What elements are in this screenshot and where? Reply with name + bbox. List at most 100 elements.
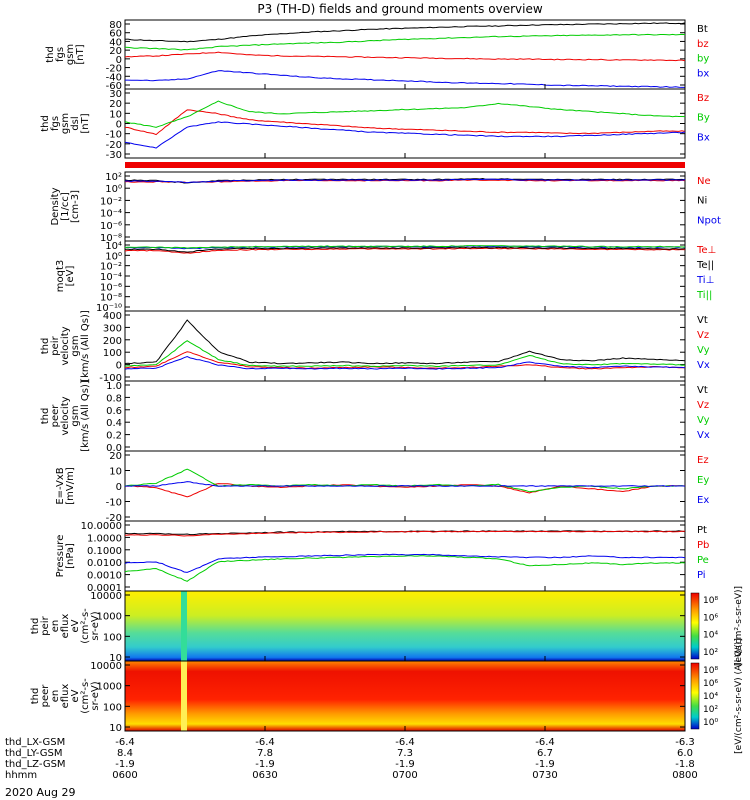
- x-row-value: 6.7: [537, 748, 553, 759]
- y-tick-label: 0.0: [106, 443, 122, 454]
- legend-Te||: Te||: [696, 260, 714, 271]
- y-axis-label: velocity: [60, 326, 71, 365]
- legend-Te⊥: Te⊥: [696, 245, 716, 256]
- legend-Ti||: Ti||: [696, 290, 712, 301]
- y-axis-label: dsl: [70, 116, 81, 130]
- panel-7: 20 10 0 -10 -20 E=-VxB [mV/m] Ez Ey Ex: [55, 450, 709, 524]
- y-tick-label: 10⁻²: [100, 196, 122, 207]
- y-axis-label: en: [50, 690, 61, 703]
- y-axis-label: fgs: [55, 47, 66, 62]
- series-Bx: [124, 121, 686, 149]
- series-Pb: [124, 530, 685, 537]
- x-row-value: 8.4: [117, 748, 133, 759]
- colorbar: [690, 592, 700, 660]
- y-axis-label: eV: [70, 619, 81, 632]
- series-Ti||: [124, 245, 685, 249]
- y-axis-label: (cm²-s-: [80, 608, 91, 644]
- legend-Ni: Ni: [697, 196, 707, 207]
- y-tick-label: 200: [103, 336, 122, 347]
- panel-9: 10⁸ 10⁶ 10⁴ 10² [eV/(cm²-s-sr-eV)] 10000 1000 1…: [30, 586, 744, 666]
- y-tick-label: 0.2: [106, 431, 122, 442]
- x-row-value: 0800: [672, 770, 697, 781]
- colorbar-tick: 10²: [703, 705, 718, 715]
- y-axis-label: [cm-3]: [70, 190, 81, 223]
- legend-Ne: Ne: [697, 176, 711, 187]
- y-tick-label: -60: [106, 81, 122, 92]
- y-axis-label: E=-VxB: [55, 467, 66, 504]
- y-tick-label: 10000: [90, 591, 122, 602]
- y-axis-label: moqt3: [55, 260, 66, 293]
- y-axis-label: [1/cc]: [60, 192, 71, 221]
- y-tick-label: -20: [106, 140, 122, 151]
- legend-Bx: Bx: [697, 132, 710, 143]
- y-axis-label: thd: [40, 408, 51, 425]
- y-tick-label: -40: [106, 72, 122, 83]
- y-tick-label: 10⁻⁴: [100, 209, 122, 220]
- quality-flag-bar: [125, 162, 685, 168]
- y-tick-label: 0.0100: [87, 558, 122, 569]
- y-axis-label: (cm²-s-: [80, 678, 91, 714]
- spectrogram-10: [125, 661, 685, 731]
- y-axis-label: [nT]: [75, 44, 86, 64]
- x-row-value: -1.9: [255, 759, 275, 770]
- series-Te⊥: [124, 247, 686, 254]
- x-row-label: hhmm: [5, 770, 37, 781]
- legend-bz: bz: [697, 39, 709, 50]
- spectrogram-feature: [181, 661, 187, 731]
- series-bz: [124, 51, 686, 62]
- legend-Bz: Bz: [697, 93, 709, 104]
- y-axis-label: peir: [50, 335, 61, 355]
- legend-Pe: Pe: [697, 555, 709, 566]
- y-tick-label: 1.0000: [87, 533, 122, 544]
- y-tick-label: 0: [116, 482, 122, 493]
- legend-Bt: Bt: [697, 24, 708, 35]
- y-tick-label: 10²: [105, 172, 122, 183]
- y-tick-label: 40: [109, 37, 122, 48]
- colorbar-tick: 10⁴: [703, 631, 718, 641]
- y-tick-label: -20: [106, 513, 122, 524]
- y-tick-label: 80: [109, 20, 122, 31]
- series-Ez: [124, 483, 686, 498]
- x-row-value: -1.9: [535, 759, 555, 770]
- colorbar-label: [eV/(cm²-s-sr-eV)]: [734, 586, 744, 666]
- colorbar-tick: 10⁰: [703, 718, 718, 728]
- colorbar-tick: 10⁸: [703, 596, 718, 606]
- legend-By: By: [697, 113, 710, 124]
- panel-frame: [124, 19, 686, 90]
- panel-10: 10⁸ 10⁶ 10⁴ 10² 10⁰ [eV/(cm²-s-sr-eV) (All Qs…: [30, 638, 744, 754]
- y-tick-label: 10: [109, 109, 122, 120]
- y-axis-label: eV: [70, 689, 81, 702]
- legend-Vx: Vx: [697, 430, 710, 441]
- y-axis-label: velocity: [60, 396, 71, 435]
- y-tick-label: 20: [109, 46, 122, 57]
- y-axis-label: [eV]: [65, 266, 76, 287]
- y-axis-label: Pressure: [55, 535, 66, 578]
- y-tick-label: 60: [109, 29, 122, 40]
- y-tick-label: 10⁻²: [100, 262, 122, 273]
- figure-title: P3 (TH-D) fields and ground moments over…: [257, 2, 542, 16]
- x-row-value: -6.4: [115, 737, 135, 748]
- y-tick-label: 10⁻⁸: [100, 233, 122, 244]
- y-tick-label: 10⁻⁸: [100, 293, 122, 304]
- x-row-value: 0730: [532, 770, 557, 781]
- y-tick-label: 0.4: [106, 418, 122, 429]
- y-tick-label: 0.0001: [87, 583, 122, 594]
- series-Vt: [124, 319, 686, 365]
- legend-Npot: Npot: [697, 215, 721, 226]
- y-axis-label: gsm: [70, 335, 81, 356]
- spectrogram-9: [125, 591, 685, 661]
- series-Ey: [124, 468, 686, 493]
- y-axis-label: [km/s (All Qs)]: [80, 380, 91, 452]
- panel-frame: [124, 310, 686, 382]
- y-axis-label: en: [50, 620, 61, 633]
- legend-by: by: [697, 54, 709, 65]
- series-bx: [125, 70, 685, 88]
- colorbar-tick: 10⁸: [703, 666, 718, 676]
- y-axis-label: peir: [40, 615, 51, 635]
- x-row-value: 0700: [392, 770, 417, 781]
- legend-Pi: Pi: [697, 570, 706, 581]
- y-tick-label: 10⁰: [105, 251, 122, 262]
- x-row-value: 7.3: [397, 748, 413, 759]
- y-tick-label: 100: [103, 702, 122, 713]
